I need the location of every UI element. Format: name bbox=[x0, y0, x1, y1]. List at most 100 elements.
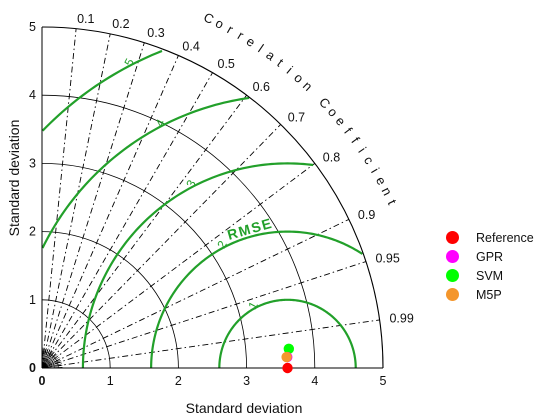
origin-fan-line bbox=[41, 349, 51, 369]
legend-marker bbox=[446, 288, 459, 301]
rmse-contour-label: 2 bbox=[214, 238, 230, 251]
y-tick-label: 4 bbox=[29, 88, 36, 102]
legend-item: SVM bbox=[446, 266, 546, 285]
correlation-line bbox=[41, 33, 111, 369]
correlation-line bbox=[41, 28, 77, 369]
correlation-tick-label: 0.4 bbox=[182, 39, 199, 53]
legend-marker bbox=[446, 250, 459, 263]
correlation-axis-label-glyph: e bbox=[333, 114, 349, 129]
origin-fan-line bbox=[41, 350, 54, 369]
origin-fan-line bbox=[41, 361, 62, 369]
data-point-m5p bbox=[281, 351, 292, 363]
x-tick-label: 5 bbox=[380, 374, 387, 388]
x-tick-label: 1 bbox=[107, 374, 114, 388]
correlation-tick-label: 0.1 bbox=[77, 12, 94, 26]
correlation-line bbox=[41, 124, 282, 369]
rmse-contour-label: 5 bbox=[121, 56, 137, 69]
data-points bbox=[281, 343, 295, 374]
correlation-axis-label-glyph: f bbox=[341, 124, 355, 136]
legend-marker bbox=[446, 231, 459, 244]
origin-fan-line bbox=[41, 363, 63, 369]
origin-fan-line bbox=[41, 351, 55, 369]
rmse-contour bbox=[81, 162, 314, 369]
correlation-axis-label-glyph: e bbox=[373, 174, 390, 188]
y-tick-label: 2 bbox=[29, 225, 36, 239]
correlation-tick-label: 0.3 bbox=[147, 26, 164, 40]
legend-label: M5P bbox=[476, 287, 502, 302]
correlation-axis-label-glyph: i bbox=[368, 165, 382, 175]
correlation-axis-label-glyph: n bbox=[300, 78, 316, 94]
correlation-tick-label: 0.99 bbox=[389, 311, 413, 325]
rmse-contour-label: 3 bbox=[183, 177, 199, 190]
origin-fan-line bbox=[41, 358, 61, 369]
std-arc bbox=[41, 94, 316, 369]
rmse-contour-label: 1 bbox=[245, 299, 261, 312]
legend-item: GPR bbox=[446, 247, 546, 266]
legend-item: Reference bbox=[446, 228, 546, 247]
axes bbox=[41, 26, 384, 369]
x-tick-label: 0 bbox=[39, 374, 46, 388]
correlation-line bbox=[41, 55, 179, 369]
correlation-axis-label-glyph: r bbox=[225, 22, 237, 38]
origin-fan-line bbox=[41, 349, 52, 369]
correlation-lines bbox=[41, 28, 380, 369]
rmse-contour bbox=[41, 96, 250, 249]
correlation-tick-label: 0.9 bbox=[358, 208, 375, 222]
correlation-line bbox=[41, 94, 247, 369]
correlation-line bbox=[41, 42, 145, 369]
std-arc bbox=[41, 163, 247, 369]
legend-label: Reference bbox=[476, 230, 534, 245]
origin-fan-line bbox=[41, 356, 60, 369]
y-tick-label: 1 bbox=[29, 293, 36, 307]
y-axis-label: Standard deviation bbox=[6, 120, 22, 237]
correlation-axis-label-glyph: i bbox=[355, 145, 369, 156]
y-tick-label: 0 bbox=[29, 361, 36, 375]
rmse-contour bbox=[41, 49, 163, 132]
correlation-tick-label: 0.95 bbox=[375, 251, 399, 265]
correlation-axis-label-glyph: r bbox=[235, 28, 247, 43]
origin-fan-line bbox=[41, 354, 58, 369]
correlation-tick-label: 0.8 bbox=[323, 150, 340, 164]
y-tick-label: 3 bbox=[29, 156, 36, 170]
x-tick-label: 4 bbox=[311, 374, 318, 388]
std-arc bbox=[41, 231, 179, 369]
correlation-tick-label: 0.6 bbox=[253, 80, 270, 94]
x-tick-label: 3 bbox=[243, 374, 250, 388]
correlation-axis-label-glyph: f bbox=[348, 134, 362, 146]
x-tick-label: 2 bbox=[175, 374, 182, 388]
legend-label: SVM bbox=[476, 268, 504, 283]
correlation-axis-label-glyph: i bbox=[284, 63, 296, 76]
rmse-contour-label: 4 bbox=[152, 117, 168, 130]
origin-fan-line bbox=[41, 348, 49, 369]
rmse-contour bbox=[218, 298, 357, 369]
correlation-axis-label-glyph: a bbox=[263, 47, 278, 64]
legend-marker bbox=[446, 269, 459, 282]
correlation-line bbox=[41, 163, 316, 369]
data-point-svm bbox=[283, 343, 295, 355]
std-arc-minor bbox=[41, 359, 51, 369]
correlation-axis-label-glyph: t bbox=[274, 55, 286, 69]
tick-labels: 0.1 0.2 0.3 0.4 0.5 0.6 0.7 0.8 0.9 0.95 0.99 00 1 1 2… bbox=[29, 12, 414, 388]
correlation-axis-label-glyph: t bbox=[385, 197, 400, 207]
legend-label: GPR bbox=[476, 249, 504, 264]
correlation-tick-label: 0.7 bbox=[288, 110, 305, 124]
y-tick-label: 5 bbox=[29, 20, 36, 34]
origin-fan-line bbox=[41, 348, 47, 369]
rmse-label: RMSE bbox=[225, 215, 274, 243]
correlation-line bbox=[41, 72, 213, 369]
rmse-contour bbox=[150, 230, 364, 369]
correlation-tick-label: 0.2 bbox=[112, 17, 129, 31]
legend-item: M5P bbox=[446, 285, 546, 304]
correlation-axis-label-glyph: n bbox=[379, 185, 396, 198]
correlation-axis-label-glyph: e bbox=[244, 33, 258, 50]
correlation-line bbox=[41, 319, 380, 369]
x-axis-label: Standard deviation bbox=[186, 400, 303, 416]
correlation-axis-label-glyph: c bbox=[361, 153, 377, 167]
correlation-axis-label-glyph: o bbox=[213, 15, 226, 32]
correlation-line bbox=[41, 261, 367, 369]
correlation-tick-label: 0.5 bbox=[218, 57, 235, 71]
origin-fan-line bbox=[41, 355, 59, 369]
legend: Reference GPR SVM M5P bbox=[446, 228, 546, 304]
data-point-reference bbox=[282, 362, 293, 374]
